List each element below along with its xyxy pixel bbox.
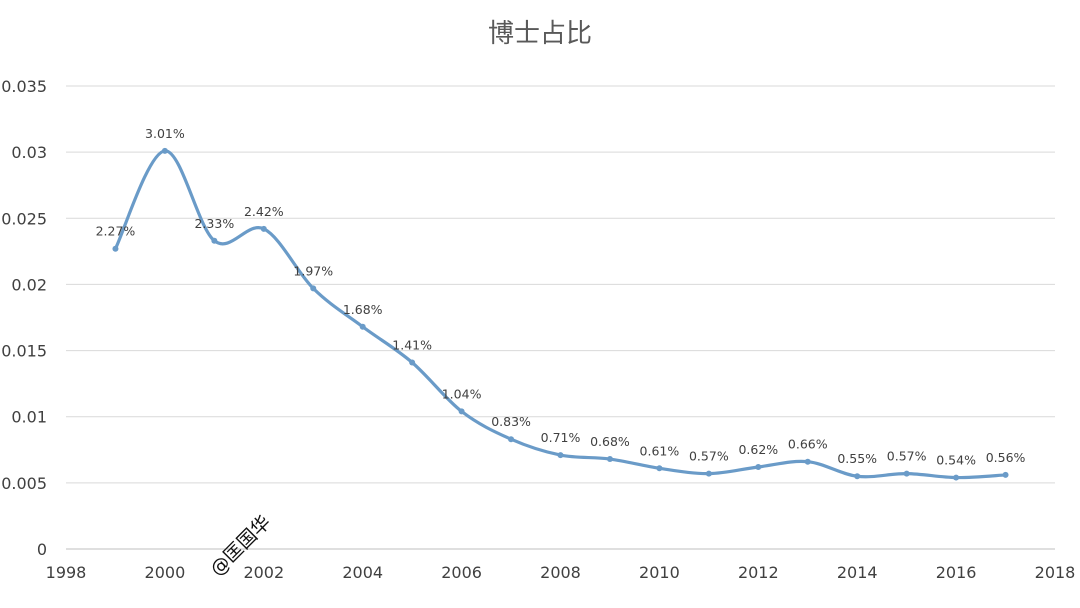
y-tick-label: 0.025 bbox=[1, 209, 47, 228]
y-axis-ticks: 0 0.005 0.01 0.015 0.02 0.025 0.03 0.035 bbox=[1, 77, 47, 559]
data-label: 2.27% bbox=[96, 224, 136, 239]
data-label: 1.04% bbox=[442, 386, 482, 401]
data-label: 1.41% bbox=[392, 337, 432, 352]
y-tick-label: 0.015 bbox=[1, 342, 47, 361]
data-label: 0.57% bbox=[887, 449, 927, 464]
x-tick-label: 2000 bbox=[145, 563, 186, 582]
x-axis-ticks: 1998 2000 2002 2004 2006 2008 2010 2012 2014 2016… bbox=[46, 563, 1076, 582]
data-point bbox=[606, 456, 613, 463]
y-tick-label: 0.02 bbox=[11, 275, 47, 294]
x-tick-label: 2002 bbox=[243, 563, 284, 582]
data-point bbox=[211, 237, 218, 244]
data-point bbox=[508, 436, 515, 443]
y-tick-label: 0.01 bbox=[11, 408, 47, 427]
data-labels: 2.27% 3.01% 2.33% 2.42% 1.97% 1.68% 1.41% 1.04%… bbox=[96, 126, 1026, 468]
data-points bbox=[112, 147, 1009, 481]
data-label: 2.33% bbox=[194, 216, 234, 231]
data-point bbox=[903, 470, 910, 477]
data-label: 0.66% bbox=[788, 437, 828, 452]
data-point bbox=[656, 465, 663, 472]
data-label: 3.01% bbox=[145, 126, 185, 141]
data-point bbox=[458, 408, 465, 415]
data-point bbox=[1002, 471, 1009, 478]
x-tick-label: 2014 bbox=[837, 563, 878, 582]
data-label: 0.71% bbox=[541, 430, 581, 445]
x-tick-label: 2016 bbox=[936, 563, 977, 582]
data-point bbox=[854, 473, 861, 480]
data-point bbox=[755, 463, 762, 470]
data-label: 0.83% bbox=[491, 414, 531, 429]
series-line bbox=[113, 149, 1008, 480]
y-tick-label: 0.035 bbox=[1, 77, 47, 96]
data-label: 0.62% bbox=[738, 442, 778, 457]
y-tick-label: 0 bbox=[37, 540, 47, 559]
data-label: 1.97% bbox=[293, 263, 333, 278]
data-point bbox=[557, 452, 564, 459]
x-tick-label: 2018 bbox=[1035, 563, 1076, 582]
data-point bbox=[409, 359, 416, 366]
data-point bbox=[161, 147, 168, 154]
data-point bbox=[310, 285, 317, 292]
data-label: 1.68% bbox=[343, 302, 383, 317]
y-tick-label: 0.03 bbox=[11, 143, 47, 162]
data-point bbox=[260, 225, 267, 232]
data-label: 0.54% bbox=[936, 453, 976, 468]
data-point bbox=[359, 323, 366, 330]
x-tick-label: 1998 bbox=[46, 563, 87, 582]
y-tick-label: 0.005 bbox=[1, 474, 47, 493]
x-tick-label: 2012 bbox=[738, 563, 779, 582]
x-tick-label: 2010 bbox=[639, 563, 680, 582]
chart-title: 博士占比 bbox=[488, 19, 592, 49]
data-point bbox=[953, 474, 960, 481]
data-label: 0.57% bbox=[689, 449, 729, 464]
data-label: 0.56% bbox=[986, 450, 1026, 465]
data-label: 0.68% bbox=[590, 434, 630, 449]
data-point bbox=[112, 245, 119, 252]
data-label: 0.55% bbox=[837, 451, 877, 466]
data-point bbox=[804, 458, 811, 465]
data-label: 2.42% bbox=[244, 204, 284, 219]
data-point bbox=[705, 470, 712, 477]
x-tick-label: 2006 bbox=[441, 563, 482, 582]
x-tick-label: 2004 bbox=[342, 563, 383, 582]
gridlines bbox=[66, 85, 1055, 550]
series bbox=[113, 149, 1008, 480]
x-tick-label: 2008 bbox=[540, 563, 581, 582]
data-label: 0.61% bbox=[640, 443, 680, 458]
